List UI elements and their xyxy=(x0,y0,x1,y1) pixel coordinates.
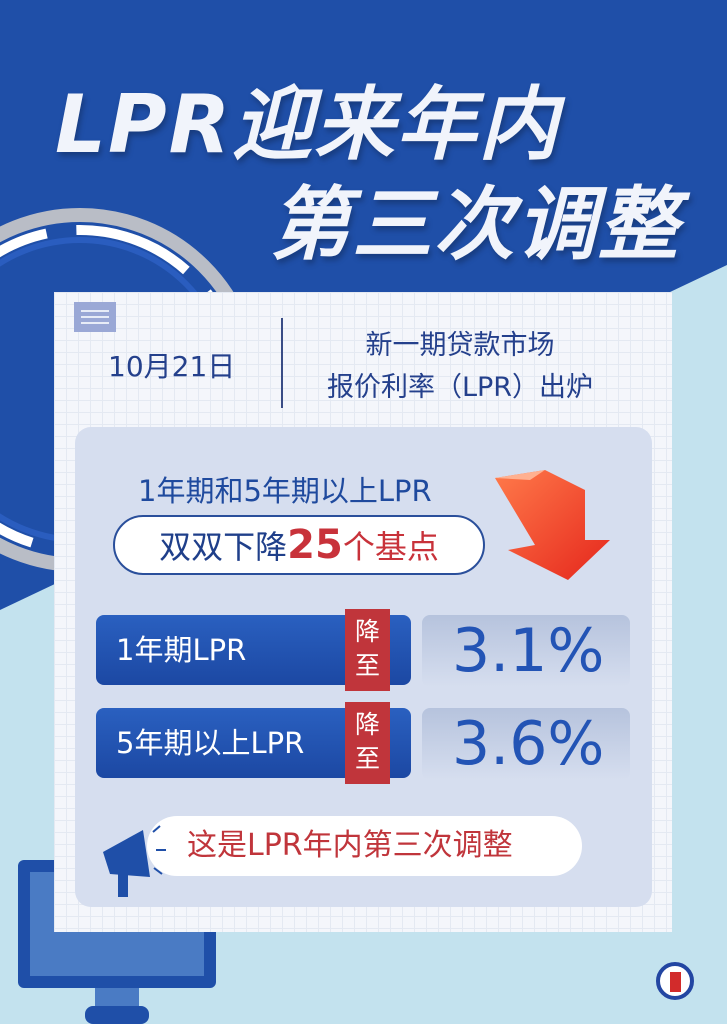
down-arrow-icon xyxy=(495,470,610,580)
summary-pill: 双双下降25个基点 xyxy=(113,515,485,575)
note-icon xyxy=(74,302,116,332)
title-line-2: 第三次调整 xyxy=(270,178,680,271)
headline: 新一期贷款市场 报价利率（LPR）出炉 xyxy=(300,325,620,409)
pill-prefix: 双双下降 xyxy=(159,528,288,566)
divider xyxy=(281,318,283,408)
rate-label: 1年期LPR xyxy=(116,633,247,667)
rate-value: 3.6% xyxy=(422,708,630,780)
pill-number: 25 xyxy=(287,522,343,568)
date: 10月21日 xyxy=(108,350,236,383)
title-line-1: LPR迎来年内 xyxy=(55,78,561,171)
note-bubble: 这是LPR年内第三次调整 xyxy=(147,816,582,876)
rate-label: 5年期以上LPR xyxy=(116,726,305,760)
megaphone-icon xyxy=(103,825,166,897)
rate-value: 3.1% xyxy=(422,615,630,687)
rate-tag: 降至 xyxy=(345,702,390,784)
summary-line: 1年期和5年期以上LPR xyxy=(138,474,432,508)
headline-line-2: 报价利率（LPR）出炉 xyxy=(326,372,594,403)
xinhua-logo xyxy=(656,962,694,1000)
pill-suffix: 个基点 xyxy=(342,528,439,566)
rate-tag: 降至 xyxy=(345,609,390,691)
headline-line-1: 新一期贷款市场 xyxy=(365,330,555,361)
